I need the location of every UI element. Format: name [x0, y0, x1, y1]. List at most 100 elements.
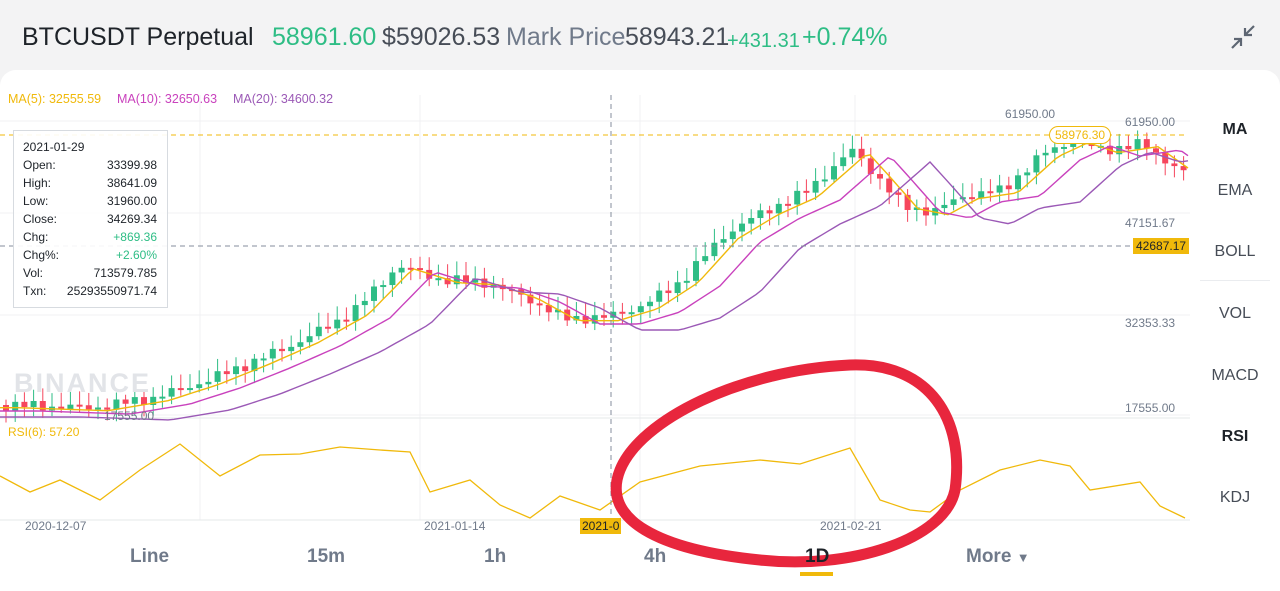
candle-body: [196, 384, 203, 389]
indicator-vol[interactable]: VOL: [1218, 305, 1251, 322]
tooltip-row-close: Close: 34269.34: [23, 212, 157, 230]
indicator-boll[interactable]: BOLL: [1214, 243, 1256, 260]
candle-body: [619, 311, 626, 314]
high-price-marker: 61950.00: [1005, 107, 1056, 121]
tooltip-row-vol: Vol: 713579.785: [23, 266, 157, 284]
candle-body: [794, 190, 801, 205]
candle-body: [647, 301, 653, 307]
candle-body: [1042, 152, 1049, 156]
collapse-arrows-icon[interactable]: [1230, 24, 1256, 50]
candle-body: [389, 272, 396, 286]
candle-body: [315, 326, 322, 337]
candle-body: [775, 203, 782, 214]
price-change: +431.31: [727, 30, 800, 52]
candle-body: [840, 157, 847, 167]
symbol-title[interactable]: BTCUSDT Perpetual: [22, 23, 254, 51]
candle-body: [1153, 148, 1159, 153]
candle-body: [398, 267, 405, 273]
candle-body: [95, 407, 101, 410]
timeframe-1h[interactable]: 1h: [484, 546, 507, 567]
price-change-percent: +0.74%: [802, 23, 888, 51]
candle-body: [1162, 152, 1169, 164]
timeframe-more[interactable]: More ▼: [966, 546, 1030, 568]
candle-body: [637, 306, 644, 313]
candle-body: [720, 239, 727, 243]
binance-watermark: BINANCE: [14, 368, 152, 398]
candle-body: [187, 388, 193, 391]
tooltip-value: 25293550971.74: [66, 284, 157, 298]
candle-body: [1051, 147, 1058, 153]
candle-body: [306, 336, 313, 343]
tooltip-row-high: High: 38641.09: [23, 176, 157, 194]
candle-body: [85, 405, 92, 410]
candle-body: [1015, 175, 1021, 190]
candle-body: [674, 282, 681, 294]
timeframe-15m[interactable]: 15m: [307, 546, 346, 567]
candle-body: [122, 399, 129, 404]
candle-body: [628, 312, 635, 315]
tooltip-date: 2021-01-29: [23, 140, 85, 154]
ohlc-tooltip: 2021-01-29 Open: 33399.98 High: 38641.09 L…: [13, 130, 168, 308]
date-axis-label: 2021-01-14: [424, 519, 486, 533]
timeframe-line[interactable]: Line: [130, 546, 170, 567]
tooltip-value: +2.60%: [115, 248, 157, 262]
candle-body: [131, 397, 138, 404]
candle-body: [297, 342, 304, 347]
ma20-legend: MA(20): 34600.32: [233, 92, 334, 106]
candle-body: [573, 315, 580, 321]
candle-body: [1024, 172, 1031, 176]
tooltip-label: Chg:: [23, 230, 49, 244]
divider: [1200, 280, 1270, 281]
candle-body: [895, 192, 902, 195]
candle-body: [941, 204, 948, 209]
candle-body: [785, 203, 791, 206]
candle-body: [407, 267, 414, 270]
candle-body: [886, 178, 893, 193]
candle-body: [150, 396, 157, 405]
price-axis-label: 17555.00: [1125, 401, 1176, 415]
candle-body: [352, 305, 359, 322]
ma5-line: [0, 142, 1189, 412]
candle-body: [1061, 146, 1067, 149]
candle-body: [582, 315, 589, 324]
candle-body: [435, 278, 442, 281]
candle-body: [683, 280, 690, 283]
candle-body: [168, 388, 175, 397]
candle-body: [205, 381, 212, 385]
candle-body: [141, 397, 147, 405]
indicator-kdj[interactable]: KDJ: [1219, 489, 1251, 506]
candle-body: [766, 210, 773, 214]
candle-body: [113, 399, 120, 410]
candle-body: [545, 304, 552, 313]
candle-body: [729, 231, 736, 240]
tooltip-value: 31960.00: [106, 194, 157, 208]
timeframe-4h[interactable]: 4h: [644, 546, 667, 567]
indicator-rsi[interactable]: RSI: [1221, 428, 1249, 445]
current-price-tag: 58976.30: [1049, 126, 1112, 144]
mark-price-label: Mark Price: [506, 23, 626, 51]
tooltip-label: Open:: [23, 158, 56, 172]
candle-body: [30, 401, 37, 408]
candle-body: [159, 396, 166, 399]
candle-body: [693, 261, 699, 281]
candle-body: [251, 358, 258, 372]
indicator-macd[interactable]: MACD: [1211, 367, 1259, 384]
candle-body: [656, 290, 663, 302]
candle-body: [1180, 166, 1187, 171]
candle-body: [21, 401, 28, 408]
rsi-legend: RSI(6): 57.20: [8, 425, 80, 439]
candle-body: [831, 166, 837, 180]
active-timeframe-indicator: [800, 572, 833, 576]
candle-body: [1033, 155, 1040, 173]
indicator-ema[interactable]: EMA: [1217, 182, 1253, 199]
indicator-ma[interactable]: MA: [1222, 121, 1248, 138]
ma10-legend: MA(10): 32650.63: [117, 92, 218, 106]
candle-body: [555, 309, 561, 313]
tooltip-row-txn: Txn: 25293550971.74: [23, 284, 157, 302]
ma5-legend: MA(5): 32555.59: [8, 92, 102, 106]
candle-body: [536, 303, 543, 306]
timeframe-1d[interactable]: 1D: [805, 546, 830, 567]
tooltip-value: 34269.34: [106, 212, 157, 226]
tooltip-label: Chg%:: [23, 248, 60, 262]
